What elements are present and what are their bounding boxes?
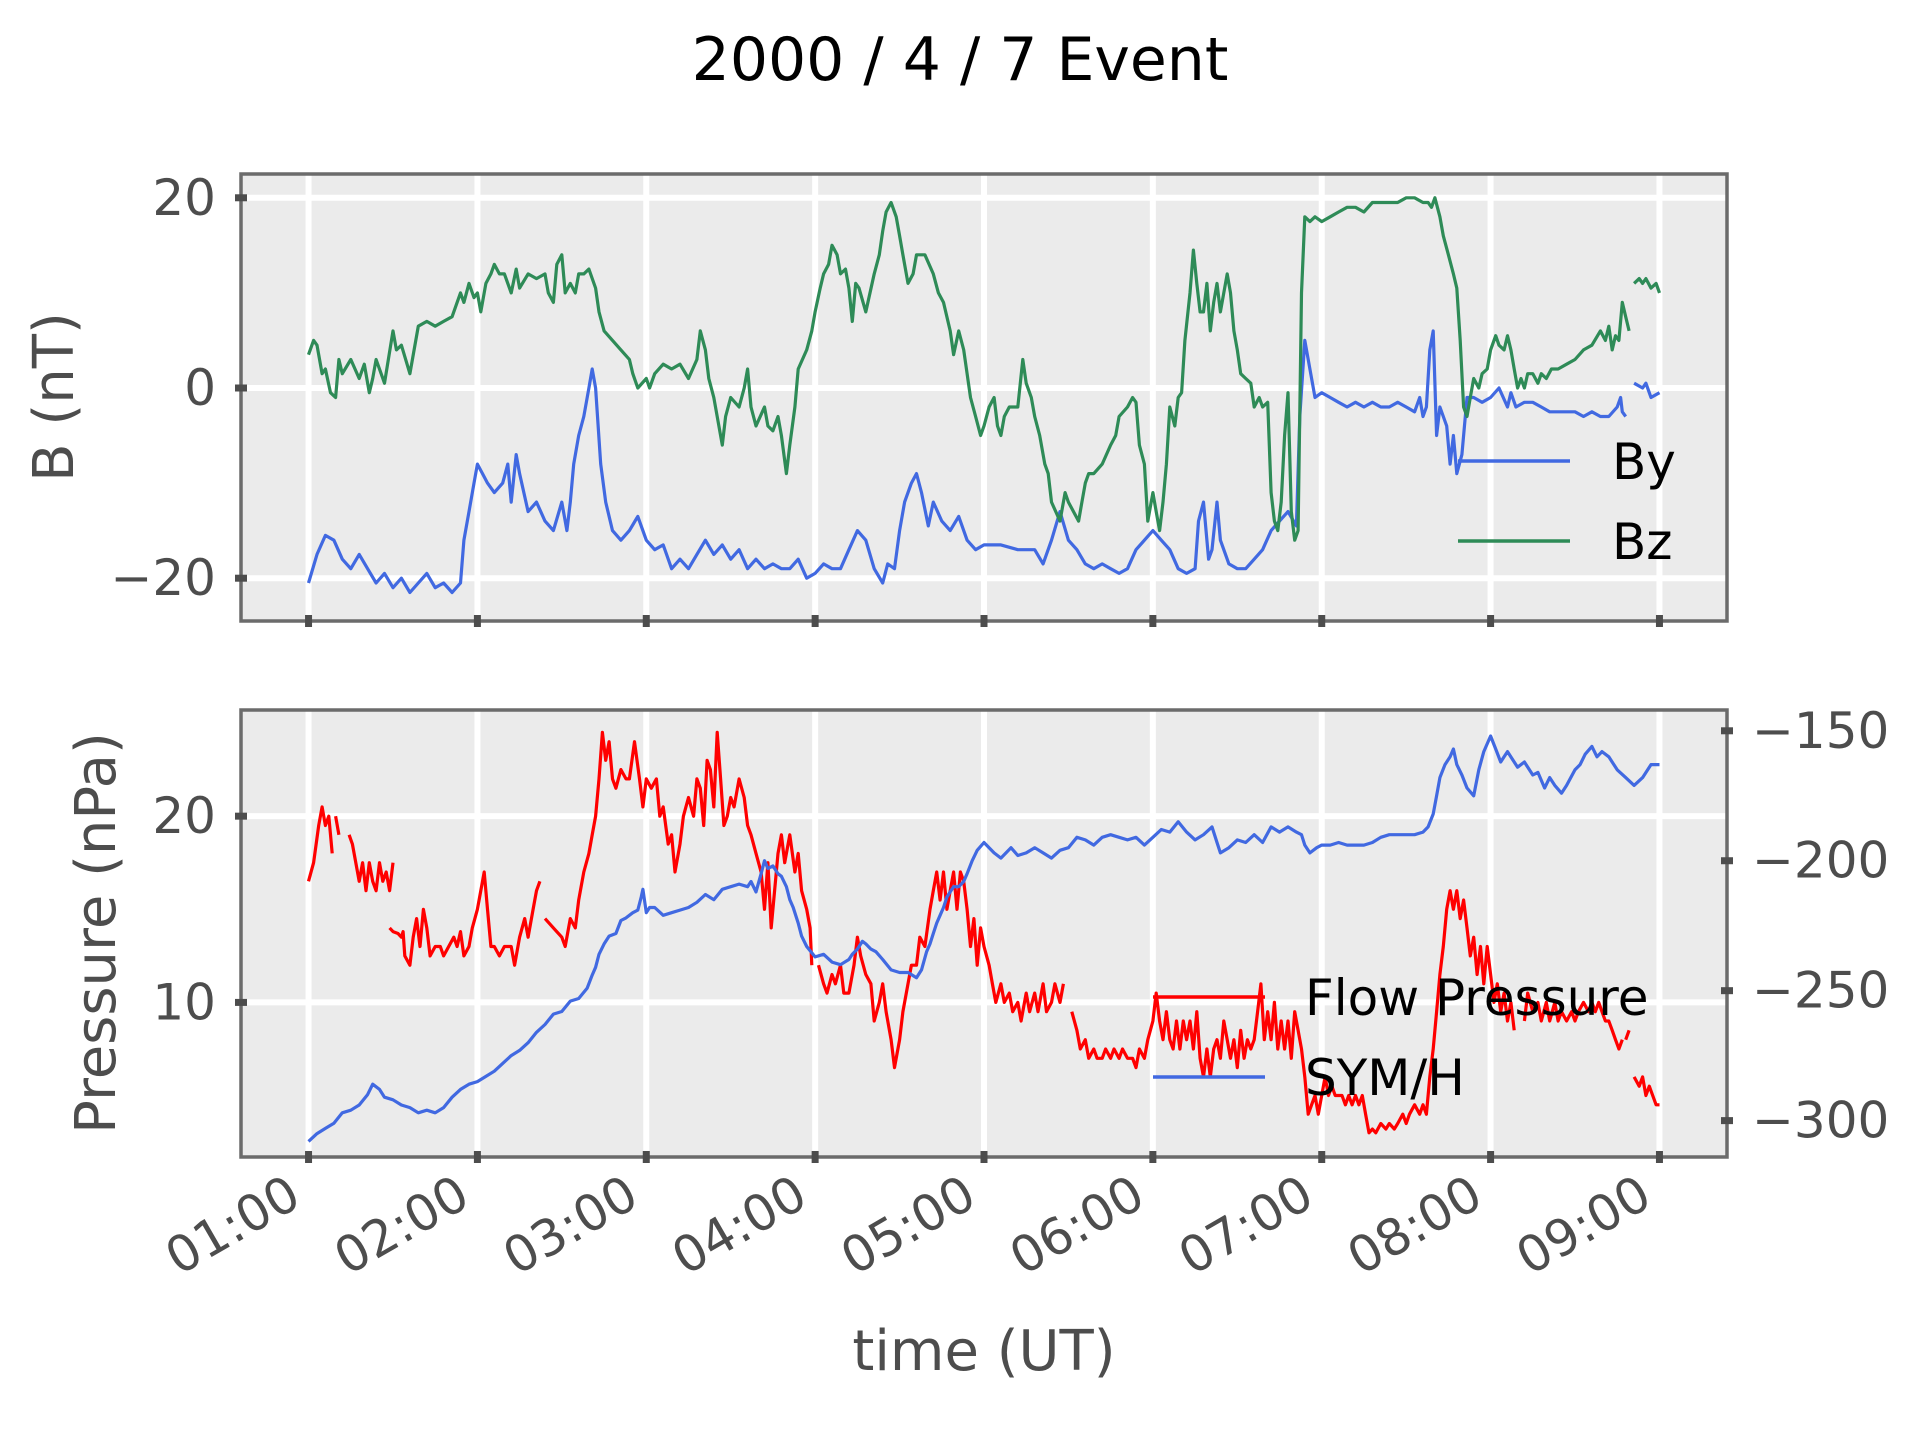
legend-label-by: By (1612, 433, 1676, 491)
series-line-flow-pressure (306, 730, 1660, 1135)
top-legend: By Bz (1458, 433, 1676, 571)
xtick-label-7: 08:00 (1338, 1164, 1492, 1286)
x-axis-label: time (UT) (852, 1319, 1115, 1384)
top-yticks: −20 0 20 (110, 169, 247, 607)
bottom-yticks: 10 20 (152, 787, 247, 1031)
right-ytick-label-3: −300 (1752, 1092, 1889, 1150)
bottom-ylabel: Pressure (nPa) (64, 732, 129, 1134)
legend-label-sym-h: SYM/H (1305, 1049, 1465, 1107)
top-xticks (305, 615, 1663, 627)
top-ytick-label-1: 0 (184, 359, 216, 417)
xtick-label-6: 07:00 (1169, 1164, 1323, 1286)
series-line-bz (306, 196, 1662, 542)
xtick-label-2: 03:00 (493, 1164, 647, 1286)
xtick-label-4: 05:00 (831, 1164, 985, 1286)
right-ytick-label-2: −250 (1752, 962, 1889, 1020)
series-line-by (306, 329, 1661, 595)
bottom-grid (241, 710, 1727, 1157)
bottom-legend: Flow Pressure SYM/H (1153, 969, 1649, 1107)
top-ytick-label-2: 20 (152, 169, 216, 227)
xtick-label-3: 04:00 (662, 1164, 816, 1286)
legend-label-flow-pressure: Flow Pressure (1305, 969, 1649, 1027)
xtick-label-8: 09:00 (1507, 1164, 1661, 1286)
right-ytick-label-0: −150 (1752, 702, 1889, 760)
right-ytick-label-1: −200 (1752, 832, 1889, 890)
xtick-label-5: 06:00 (1000, 1164, 1154, 1286)
bottom-yticks-right: −150 −200 −250 −300 (1721, 702, 1889, 1150)
chart-title: 2000 / 4 / 7 Event (692, 25, 1229, 95)
top-ytick-label-0: −20 (110, 549, 216, 607)
series-line-sym-h (307, 734, 1660, 1143)
legend-label-bz: Bz (1612, 513, 1673, 571)
bottom-panel: 10 20 −150 −200 −250 −300 01:00 02:00 03:00 04:… (64, 702, 1889, 1384)
bottom-series (306, 730, 1660, 1143)
bottom-ytick-label-0: 10 (152, 973, 216, 1031)
xtick-label-0: 01:00 (156, 1164, 310, 1286)
top-ylabel: B (nT) (22, 312, 87, 482)
xtick-label-1: 02:00 (325, 1164, 479, 1286)
bottom-xticks: 01:00 02:00 03:00 04:00 05:00 06:00 07:00 08:00… (156, 1151, 1663, 1286)
top-panel: −20 0 20 B (nT) By Bz (22, 169, 1729, 627)
bottom-ytick-label-1: 20 (152, 787, 216, 845)
top-series (306, 196, 1662, 595)
